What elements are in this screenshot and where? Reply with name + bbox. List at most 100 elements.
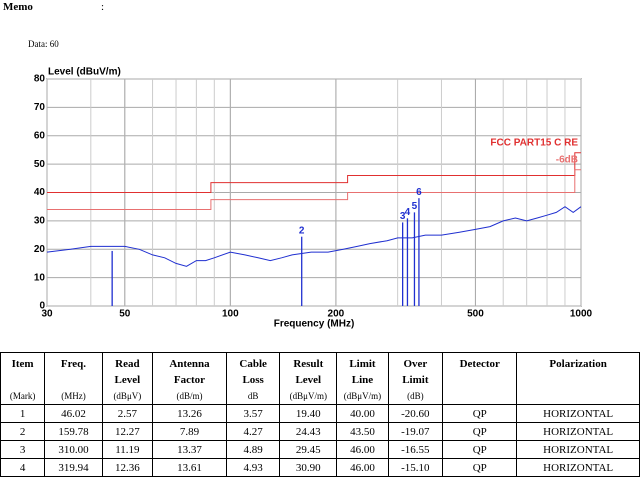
data-line: Data: 60 <box>28 39 59 49</box>
trace <box>46 206 582 267</box>
y-tick-label: 70 <box>34 102 46 113</box>
table-cell: 13.61 <box>151 458 228 477</box>
memo-label: Memo <box>3 1 33 13</box>
table-cell: 43.50 <box>336 422 389 441</box>
table-cell: 19.40 <box>279 404 338 423</box>
marker-label: 3 <box>400 211 406 222</box>
table-cell: 46.00 <box>336 440 389 459</box>
limit-line <box>47 169 581 210</box>
table-cell: 12.27 <box>101 422 153 441</box>
marker-label: 2 <box>299 225 305 236</box>
y-axis-label: Level (dBuV/m) <box>48 67 121 78</box>
table-cell: 4.93 <box>226 458 281 477</box>
y-tick-label: 30 <box>34 216 46 227</box>
header-cell: Antenna Factor (dB/m) <box>151 352 228 405</box>
limit-label: -6dB <box>556 154 578 165</box>
unit-text: (dB) <box>407 391 424 401</box>
table-cell: 40.00 <box>336 404 389 423</box>
table-cell: 319.94 <box>44 458 103 477</box>
table-cell: QP <box>442 458 518 477</box>
memo-sep: : <box>101 1 105 13</box>
header-cell: Item (Mark) <box>0 352 46 405</box>
unit-text: (dB/m) <box>176 391 203 401</box>
header-text: Polarization <box>549 358 607 370</box>
table-cell: 13.37 <box>151 440 228 459</box>
table-row: 1 46.02 2.57 13.26 3.57 19.40 40.00 -20.60 QP HOR… <box>0 404 640 423</box>
limit-line <box>47 152 581 193</box>
header-cell: Polarization <box>516 352 640 405</box>
table-cell: HORIZONTAL <box>516 440 640 459</box>
table-row: 4 319.94 12.36 13.61 4.93 30.90 46.00 -15.10 QP H… <box>0 458 640 477</box>
table-cell: 4 <box>0 458 46 477</box>
table-cell: 7.89 <box>151 422 228 441</box>
limit-label: FCC PART15 C RE <box>490 137 578 148</box>
table-row: 3 310.00 11.19 13.37 4.89 29.45 46.00 -16.55 QP H… <box>0 440 640 459</box>
table-cell: 4.89 <box>226 440 281 459</box>
unit-text: dB <box>247 391 259 401</box>
y-tick-label: 80 <box>34 74 46 85</box>
table-cell: -16.55 <box>387 440 444 459</box>
table-cell: 4.27 <box>226 422 281 441</box>
table-cell: -20.60 <box>387 404 444 423</box>
x-tick-label: 30 <box>41 309 53 320</box>
header-text: Limit Line <box>349 358 376 386</box>
unit-text: (dBμV) <box>113 391 142 401</box>
header-cell: Over Limit (dB) <box>387 352 444 405</box>
table-row: 2 159.78 12.27 7.89 4.27 24.43 43.50 -19.07 QP HO… <box>0 422 640 441</box>
table-cell: 159.78 <box>44 422 103 441</box>
x-tick-label: 200 <box>328 309 345 320</box>
marker-label: 6 <box>416 187 422 198</box>
table-cell: HORIZONTAL <box>516 458 640 477</box>
table-cell: 11.19 <box>101 440 153 459</box>
table-cell: QP <box>442 422 518 441</box>
y-tick-label: 0 <box>39 301 45 312</box>
y-tick-label: 10 <box>34 272 46 283</box>
table-cell: 24.43 <box>279 422 338 441</box>
result-table: Item (Mark) Freq. (MHz) Read Level (dBμV) Ante… <box>0 352 640 477</box>
table-cell: 2.57 <box>101 404 153 423</box>
unit-text: (dBμV/m) <box>289 391 327 401</box>
header-cell: Read Level (dBμV) <box>101 352 153 405</box>
unit-text: (Mark) <box>9 391 36 401</box>
x-tick-label: 50 <box>119 309 131 320</box>
header-text: Over Limit <box>402 358 429 386</box>
header-text: Antenna Factor <box>169 358 210 386</box>
x-tick-label: 1000 <box>570 309 593 320</box>
header-cell: Freq. (MHz) <box>44 352 103 405</box>
header-text: Result Level <box>293 358 324 386</box>
x-tick-label: 500 <box>467 309 484 320</box>
y-tick-label: 20 <box>34 244 46 255</box>
table-cell: 12.36 <box>101 458 153 477</box>
x-tick-label: 100 <box>222 309 239 320</box>
header-cell: Detector <box>442 352 518 405</box>
table-cell: 1 <box>0 404 46 423</box>
header-cell: Limit Line (dBμV/m) <box>336 352 389 405</box>
header-row: Item (Mark) Freq. (MHz) Read Level (dBμV) Ante… <box>0 352 640 405</box>
table-cell: -19.07 <box>387 422 444 441</box>
table-cell: QP <box>442 440 518 459</box>
table-cell: -15.10 <box>387 458 444 477</box>
header-text: Cable Loss <box>239 358 267 386</box>
unit-text: (MHz) <box>61 391 86 401</box>
marker-label: 5 <box>412 201 418 212</box>
table-cell: HORIZONTAL <box>516 404 640 423</box>
y-tick-label: 60 <box>34 130 46 141</box>
table-cell: HORIZONTAL <box>516 422 640 441</box>
y-tick-label: 40 <box>34 187 46 198</box>
chart: 0 10 20 30 40 50 60 70 80 30 50 100 200 500 1000 Level … <box>34 67 593 330</box>
header-cell: Result Level (dBμV/m) <box>279 352 338 405</box>
y-tick-label: 50 <box>34 159 46 170</box>
header-text: Read Level <box>114 358 141 386</box>
table-cell: 46.02 <box>44 404 103 423</box>
header-cell: Cable Loss dB <box>226 352 281 405</box>
table-cell: 46.00 <box>336 458 389 477</box>
table-cell: 29.45 <box>279 440 338 459</box>
table-cell: 3.57 <box>226 404 281 423</box>
table-cell: 310.00 <box>44 440 103 459</box>
table-cell: 2 <box>0 422 46 441</box>
unit-text: (dBμV/m) <box>343 391 382 401</box>
x-axis-label: Frequency (MHz) <box>274 319 355 330</box>
table-cell: 13.26 <box>151 404 228 423</box>
header-text: Freq. <box>60 358 87 370</box>
